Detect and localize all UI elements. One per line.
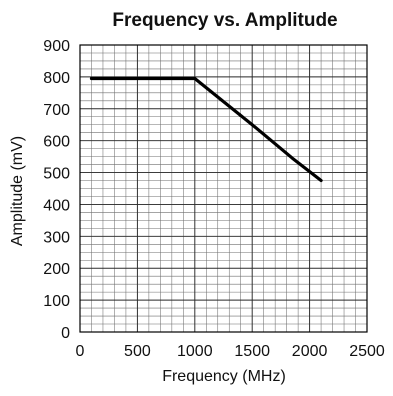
series-line — [89, 76, 323, 183]
y-tick-label: 300 — [43, 229, 70, 246]
chart-title: Frequency vs. Amplitude — [112, 10, 337, 31]
y-tick-label: 500 — [43, 166, 70, 183]
x-tick-label: 500 — [124, 343, 151, 360]
x-axis-label: Frequency (MHz) — [162, 368, 286, 385]
y-tick-label: 100 — [43, 293, 70, 310]
y-tick-label: 200 — [43, 261, 70, 278]
y-tick-label: 0 — [61, 325, 70, 342]
minor-grid — [79, 44, 368, 333]
x-tick-labels: 0 500 1000 1500 2000 2500 — [76, 343, 385, 360]
y-tick-label: 800 — [43, 70, 70, 87]
x-tick-label: 2000 — [292, 343, 328, 360]
y-tick-label: 900 — [43, 38, 70, 55]
x-tick-label: 2500 — [349, 343, 385, 360]
y-tick-label: 700 — [43, 102, 70, 119]
x-tick-label: 1000 — [177, 343, 213, 360]
y-axis-label: Amplitude (mV) — [9, 136, 26, 246]
y-tick-label: 600 — [43, 134, 70, 151]
y-tick-labels: 0 100 200 300 400 500 600 700 800 900 — [43, 38, 70, 342]
plot-frame — [79, 44, 368, 333]
x-tick-label: 0 — [76, 343, 85, 360]
y-tick-label: 400 — [43, 197, 70, 214]
x-tick-label: 1500 — [234, 343, 270, 360]
series-layer — [89, 76, 323, 183]
